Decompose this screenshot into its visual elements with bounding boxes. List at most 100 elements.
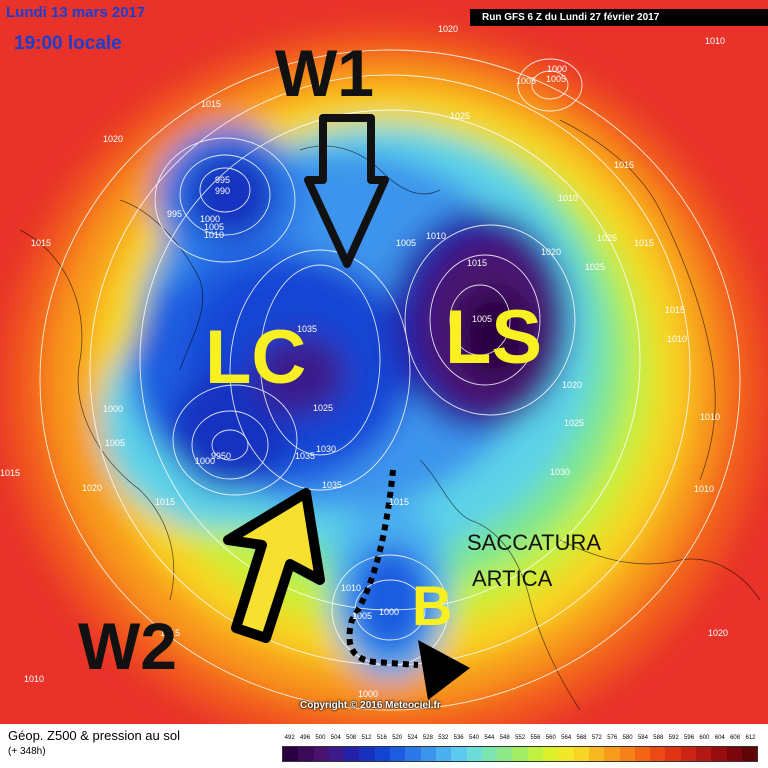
w2-label: W2 <box>78 609 177 683</box>
legend-swatch <box>451 747 467 761</box>
legend-value: 504 <box>330 735 341 741</box>
pressure-label: 1000 <box>200 214 221 224</box>
legend-labels: 492 496 500 504 508 512 516 520 524 528 532 536 540 5… <box>282 735 758 745</box>
forecast-time: 19:00 locale <box>14 33 122 54</box>
legend-value: 520 <box>392 735 403 741</box>
pressure-label: 1015 <box>614 160 635 170</box>
forecast-date: Lundi 13 mars 2017 <box>6 4 146 21</box>
pressure-label: 1025 <box>450 111 471 121</box>
pressure-label: 1030 <box>550 467 571 477</box>
legend-value: 516 <box>376 735 387 741</box>
legend-swatch <box>405 747 421 761</box>
pressure-label: 1020 <box>562 380 583 390</box>
legend-value: 576 <box>607 735 618 741</box>
legend-value: 604 <box>714 735 725 741</box>
legend-value: 580 <box>622 735 633 741</box>
pressure-label: 1010 <box>667 334 688 344</box>
legend-swatch <box>680 747 697 761</box>
legend-value: 612 <box>745 735 756 741</box>
legend-swatch <box>665 747 681 761</box>
pressure-label: 1025 <box>597 233 618 243</box>
legend-swatch <box>497 747 513 761</box>
pressure-label: 995 <box>215 175 231 185</box>
legend-swatch <box>466 747 482 761</box>
legend-swatch <box>298 747 314 761</box>
pressure-label: 9950 <box>211 451 232 461</box>
isobars <box>39 49 741 711</box>
lc-label: LC <box>205 315 307 400</box>
legend-value: 500 <box>315 735 326 741</box>
legend-value: 600 <box>699 735 710 741</box>
pressure-label: 1005 <box>105 438 126 448</box>
pressure-label: 1020 <box>438 24 459 34</box>
pressure-label: 1000 <box>379 607 400 617</box>
legend-value: 524 <box>407 735 418 741</box>
legend-swatch <box>558 747 574 761</box>
pressure-label: 1015 <box>665 305 686 315</box>
pressure-label: 1005 <box>472 314 493 324</box>
pressure-label: 1025 <box>313 403 334 413</box>
pressure-label: 1010 <box>204 230 225 240</box>
legend-value: 596 <box>684 735 695 741</box>
legend-value: 508 <box>346 735 357 741</box>
legend-value: 556 <box>530 735 541 741</box>
legend-value: 492 <box>284 735 295 741</box>
pressure-label: 1010 <box>705 36 726 46</box>
legend-value: 548 <box>499 735 510 741</box>
legend-swatch <box>344 747 360 761</box>
pressure-label: 1005 <box>516 76 537 86</box>
b-label: B <box>412 574 453 637</box>
legend-swatch <box>527 747 544 761</box>
copyright-notice: Copyright © 2016 Meteociel.fr <box>300 700 441 711</box>
legend-value: 536 <box>453 735 464 741</box>
pressure-label: 1010 <box>694 484 715 494</box>
w1-label: W1 <box>275 36 374 110</box>
pressure-label: 1025 <box>564 418 585 428</box>
pressure-label: 1015 <box>160 628 181 638</box>
pressure-label: 1015 <box>467 258 488 268</box>
pressure-label: 1025 <box>585 262 606 272</box>
legend-value: 532 <box>438 735 449 741</box>
pressure-label: 990 <box>215 186 231 196</box>
pressure-label: 1035 <box>322 480 343 490</box>
legend-value: 528 <box>422 735 433 741</box>
legend-swatch <box>283 747 299 761</box>
pressure-label: 1020 <box>103 134 124 144</box>
pressure-label: 1015 <box>389 497 410 507</box>
pressure-label: 1005 <box>204 222 225 232</box>
pressure-label: 1010 <box>426 231 447 241</box>
legend-swatch <box>390 747 406 761</box>
pressure-label: 1000 <box>195 456 216 466</box>
pressure-label: 995 <box>167 209 183 219</box>
legend-value: 544 <box>484 735 495 741</box>
geopotential-field <box>0 0 768 724</box>
pressure-label: 1010 <box>341 583 362 593</box>
pressure-label: 1020 <box>541 247 562 257</box>
weather-map: 1020 1010 1005 1015 1020 995 990 995 100… <box>0 0 768 724</box>
legend-swatch <box>696 747 712 761</box>
legend-swatch <box>420 747 436 761</box>
legend-swatch <box>619 747 635 761</box>
pressure-label: 1005 <box>352 611 373 621</box>
legend-value: 512 <box>361 735 372 741</box>
legend-swatch <box>711 747 727 761</box>
legend-swatch <box>481 747 498 761</box>
legend-value: 592 <box>668 735 679 741</box>
legend-swatch <box>543 747 559 761</box>
pressure-label: 1020 <box>82 483 103 493</box>
legend-value: 584 <box>637 735 648 741</box>
w2-arrow <box>223 488 325 643</box>
pressure-label: 1005 <box>546 74 567 84</box>
pressure-label: 1015 <box>155 497 176 507</box>
legend-value: 496 <box>300 735 311 741</box>
w1-arrow <box>304 114 389 268</box>
pressure-label: 1035 <box>297 324 318 334</box>
legend-value: 568 <box>576 735 587 741</box>
coastlines <box>19 119 761 711</box>
pressure-label: 1015 <box>31 238 52 248</box>
legend-swatch <box>313 747 329 761</box>
artica-label: ARTICA <box>472 566 553 591</box>
pressure-label: 1030 <box>316 444 337 454</box>
legend-swatch <box>435 747 452 761</box>
pressure-label: 1000 <box>547 64 568 74</box>
